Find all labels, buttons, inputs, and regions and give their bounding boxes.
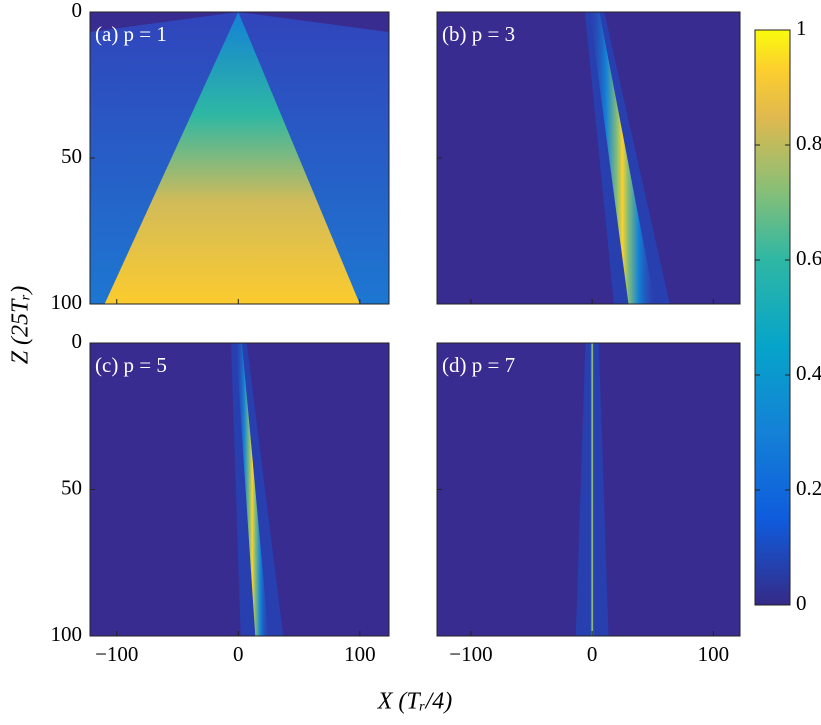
y-tick-label: 0 [72,329,83,353]
heatmap [90,343,389,636]
y-tick-label: 0 [72,0,83,22]
beam [235,343,269,636]
x-tick-label: 100 [344,642,376,666]
x-tick-label: −100 [95,642,138,666]
colorbar-tick-label: 0 [796,591,807,615]
colorbar-tick-label: 1 [796,16,807,40]
colorbar-tick-label: 0.8 [796,131,821,155]
heatmap [437,12,740,304]
panel-title: (a) p = 1 [95,22,167,46]
y-axis-label: Z (25Tᵣ) [8,286,34,365]
beam [589,12,656,304]
y-tick-label: 50 [61,475,82,499]
x-tick-label: 100 [698,642,730,666]
heatmap [90,12,389,304]
colorbar-tick-label: 0.2 [796,476,821,500]
x-axis-label: X (Tᵣ/4) [377,689,453,715]
panel-title: (d) p = 7 [442,353,515,377]
panel-title: (b) p = 3 [442,22,515,46]
y-tick-label: 100 [51,290,83,314]
x-tick-label: 0 [233,642,244,666]
colorbar-tick-label: 0.6 [796,246,821,270]
wave-wedge [104,12,360,304]
colorbar-tick-label: 0.4 [796,361,821,385]
heatmap [437,343,740,636]
colorbar [754,29,791,606]
heatmap-background [437,12,740,304]
beam [590,343,594,636]
y-tick-label: 50 [61,144,82,168]
y-tick-label: 100 [51,622,83,646]
x-tick-label: 0 [587,642,598,666]
x-tick-label: −100 [449,642,492,666]
panel-title: (c) p = 5 [95,353,167,377]
